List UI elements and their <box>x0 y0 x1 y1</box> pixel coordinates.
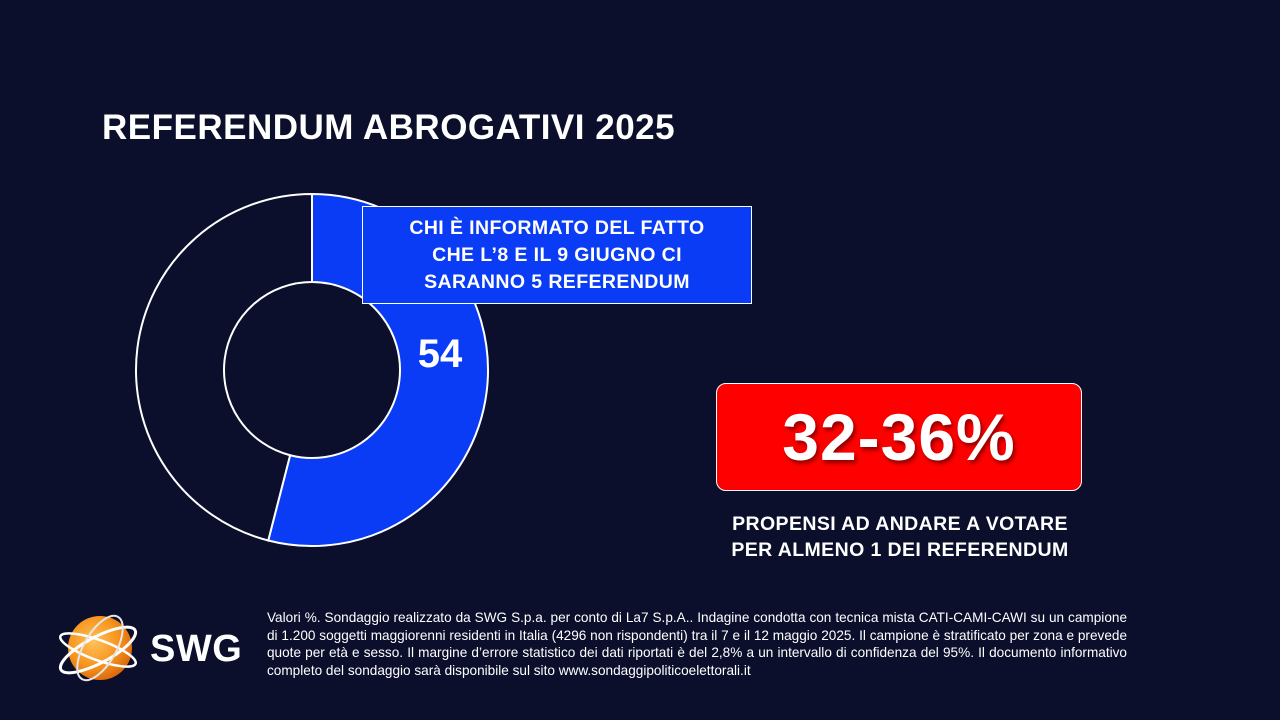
slice-value-label: 54 <box>417 332 463 376</box>
range-caption-line: PROPENSI AD ANDARE A VOTARE <box>732 513 1068 535</box>
range-highlight-box: 32-36% <box>716 383 1082 491</box>
callout-line: CHI È INFORMATO DEL FATTO <box>409 216 705 239</box>
logo-text: SWG <box>150 628 243 670</box>
footnote: Valori %. Sondaggio realizzato da SWG S.… <box>267 610 1127 678</box>
range-caption: PROPENSI AD ANDARE A VOTARE PER ALMENO 1… <box>660 511 1140 563</box>
range-caption-line: PER ALMENO 1 DEI REFERENDUM <box>731 539 1069 561</box>
callout-line: SARANNO 5 REFERENDUM <box>424 270 690 293</box>
callout-box: CHI È INFORMATO DEL FATTO CHE L’8 E IL 9… <box>362 206 752 304</box>
globe-icon <box>58 614 138 682</box>
page-title: REFERENDUM ABROGATIVI 2025 <box>102 108 676 147</box>
donut-slice <box>135 192 313 542</box>
range-value: 32-36% <box>782 400 1016 474</box>
callout-text: CHI È INFORMATO DEL FATTO CHE L’8 E IL 9… <box>409 215 704 296</box>
callout-line: CHE L’8 E IL 9 GIUGNO CI <box>432 243 682 266</box>
